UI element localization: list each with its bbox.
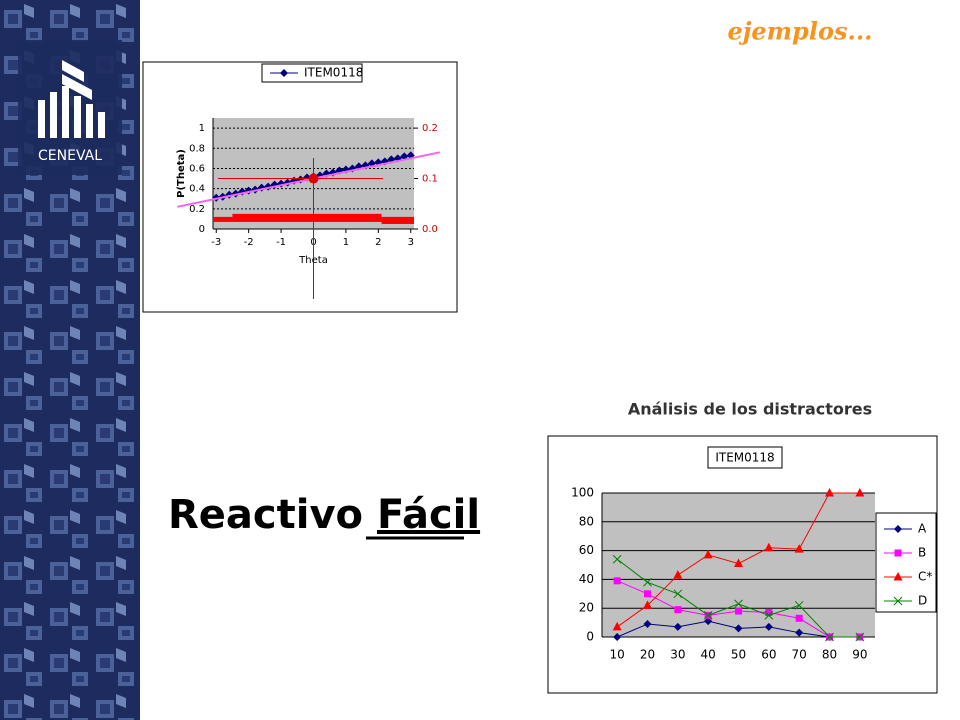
x-tick-label: 40 <box>701 648 716 662</box>
marker <box>643 620 652 629</box>
chart-title: ITEM0118 <box>715 451 774 465</box>
logo-text: CENEVAL <box>38 148 102 164</box>
marker <box>765 609 773 617</box>
header: ejemplos... <box>727 17 872 46</box>
chart-title-box <box>707 446 783 469</box>
marker <box>704 617 713 626</box>
legend-marker <box>893 572 903 581</box>
x-tick-label: 80 <box>822 648 837 662</box>
legend-marker <box>894 525 902 533</box>
y-axis-label: P(Theta) <box>176 149 187 198</box>
title-plain: Reactivo <box>168 492 363 538</box>
marker <box>613 577 621 585</box>
caption: Análisis de los distractores <box>628 400 872 419</box>
x-tick-label: 20 <box>640 648 655 662</box>
legend-label: C* <box>918 570 932 584</box>
x-tick-label: 1 <box>343 237 349 248</box>
x-tick-label: -2 <box>244 237 254 248</box>
marker <box>643 577 652 587</box>
marker <box>764 542 774 552</box>
y2-tick-label: 0.1 <box>422 174 438 185</box>
y-tick-label: 0.2 <box>189 204 205 215</box>
marker <box>673 570 683 579</box>
marker <box>644 590 651 598</box>
y-tick-label: 60 <box>579 543 594 557</box>
logo-mark <box>38 60 105 138</box>
marker <box>703 611 713 620</box>
y-tick-label: 0 <box>199 224 205 235</box>
legend <box>261 63 363 83</box>
x-tick-label: 70 <box>792 648 807 662</box>
legend-label: B <box>918 546 926 560</box>
marker <box>795 614 803 622</box>
y-tick-label: 1 <box>199 123 205 134</box>
marker <box>674 606 682 614</box>
x-axis-label: Theta <box>298 255 328 266</box>
y2-tick-label: 0.0 <box>422 224 438 235</box>
marker <box>825 632 834 642</box>
marker <box>612 621 622 631</box>
legend-label: D <box>918 594 927 608</box>
band-bar <box>213 216 233 222</box>
band-bar <box>381 216 414 224</box>
legend-label: A <box>918 522 927 536</box>
marker <box>673 622 682 631</box>
x-tick-label: -3 <box>211 237 221 248</box>
marker <box>794 600 804 610</box>
y-tick-label: 0.8 <box>189 143 205 154</box>
title: Reactivo Fácil <box>168 492 480 538</box>
marker <box>855 488 865 497</box>
x-tick-label: -1 <box>276 237 286 248</box>
x-tick-label: 2 <box>375 237 381 248</box>
legend-label: ITEM0118 <box>304 66 363 80</box>
title-underlined: Fácil <box>377 492 480 538</box>
marker <box>612 554 622 564</box>
y-tick-label: 0.4 <box>189 184 205 195</box>
y-tick-label: 0 <box>586 630 594 644</box>
logo-bg <box>18 40 122 175</box>
marker <box>673 589 683 599</box>
x-tick-label: 50 <box>731 648 746 662</box>
x-tick-label: 90 <box>852 648 867 662</box>
marker <box>855 632 865 642</box>
marker <box>643 600 652 609</box>
legend-marker <box>280 69 288 77</box>
legend-marker <box>894 549 902 557</box>
y-tick-label: 100 <box>571 486 594 500</box>
x-tick-label: 60 <box>761 648 776 662</box>
marker <box>734 558 743 568</box>
y-tick-label: 0.6 <box>189 163 205 174</box>
marker <box>734 624 743 633</box>
y-tick-label: 20 <box>579 601 594 615</box>
y2-tick-label: 0.2 <box>422 123 438 134</box>
marker <box>764 611 774 620</box>
band-bar <box>232 213 382 222</box>
x-tick-label: 10 <box>610 648 625 662</box>
y-tick-label: 40 <box>579 572 594 586</box>
marker <box>764 622 773 631</box>
marker <box>795 628 804 637</box>
y-tick-label: 80 <box>579 514 594 528</box>
marker <box>703 549 713 559</box>
marker <box>735 607 742 615</box>
point <box>308 173 319 184</box>
marker <box>825 488 834 497</box>
series-line <box>616 620 830 638</box>
x-tick-label: 3 <box>408 237 414 248</box>
marker <box>794 544 804 553</box>
x-tick-label: 30 <box>670 648 685 662</box>
marker <box>734 599 743 609</box>
legend-marker <box>893 596 903 606</box>
marker <box>613 633 622 641</box>
